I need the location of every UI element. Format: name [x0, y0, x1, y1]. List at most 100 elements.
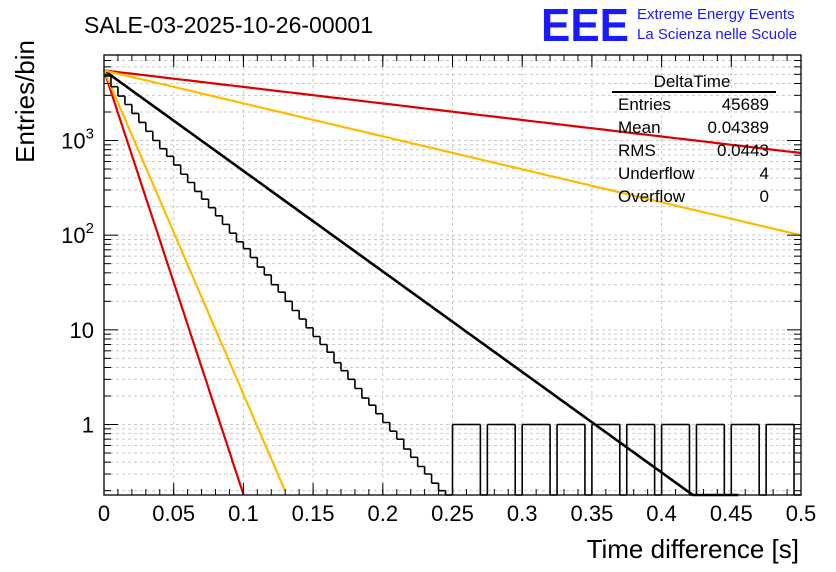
- histogram-bin: [284, 292, 293, 303]
- eee-logo: EEE Extreme Energy Events La Scienza nel…: [541, 0, 797, 51]
- logo-caption-line1: Extreme Energy Events: [637, 6, 795, 23]
- histogram-bin: [591, 423, 599, 495]
- histogram-bin: [653, 424, 662, 496]
- histogram-bin: [361, 388, 369, 399]
- histogram-bin: [556, 423, 565, 495]
- axis-ticks: [103, 54, 802, 495]
- histogram-bin: [437, 483, 446, 492]
- histogram-bin: [423, 466, 432, 475]
- histogram-bin: [486, 423, 495, 495]
- histogram-bin: [451, 423, 460, 495]
- curve-red-long: [103, 69, 802, 155]
- histogram-bin: [354, 379, 362, 390]
- histogram-bin: [221, 215, 230, 226]
- histogram-bin: [521, 423, 530, 495]
- stats-value: 0.04389: [708, 118, 769, 137]
- histogram-bin: [730, 423, 739, 495]
- histogram-bin: [158, 140, 167, 150]
- histogram-bin: [584, 424, 592, 496]
- histogram-bin: [333, 352, 341, 364]
- histogram-bin: [402, 439, 411, 450]
- chart-title: SALE-03-2025-10-26-00001: [84, 12, 373, 38]
- x-tick-label: 0.4: [646, 501, 677, 526]
- fit-curves: [102, 69, 802, 497]
- stats-label: Entries: [618, 95, 671, 114]
- histogram-bin: [110, 76, 118, 88]
- histogram-bin: [298, 310, 307, 320]
- stats-box: DeltaTime Entries 45689 Mean 0.04389 RMS 0.04…: [612, 72, 776, 206]
- histogram-bin: [291, 301, 300, 312]
- histogram-bin: [214, 207, 223, 217]
- histogram-bin: [270, 274, 279, 286]
- histogram-bin: [124, 96, 132, 106]
- histogram-bin: [319, 336, 328, 346]
- x-axis-title: Time difference [s]: [587, 534, 799, 564]
- histogram-bin: [382, 413, 390, 424]
- x-tick-label: 0: [98, 501, 110, 526]
- histogram-bin: [277, 284, 286, 293]
- histogram-bin: [186, 174, 195, 184]
- histogram-bin: [305, 319, 314, 329]
- histogram-bin: [416, 457, 425, 468]
- stats-label: Mean: [618, 118, 661, 137]
- histogram-bin: [375, 405, 383, 415]
- logo-letters: EEE: [541, 0, 629, 51]
- histogram-bin: [695, 423, 704, 495]
- histogram-bin: [618, 424, 627, 496]
- histogram-bin: [625, 423, 634, 495]
- histogram-bin: [326, 344, 335, 354]
- histogram-bin: [765, 423, 774, 495]
- y-axis-title: Entries/bin: [10, 40, 40, 163]
- histogram-bin: [723, 424, 732, 496]
- stats-value: 4: [760, 164, 769, 183]
- histogram-bin: [179, 165, 188, 176]
- x-tick-label: 0.35: [570, 501, 613, 526]
- logo-caption-line2: La Scienza nelle Scuole: [637, 26, 797, 43]
- y-tick-label: 1: [82, 412, 94, 437]
- histogram-bin: [172, 156, 181, 166]
- histogram-bin: [145, 122, 153, 133]
- x-tick-labels: 0 0.05 0.1 0.15 0.2 0.25 0.3 0.35 0.4 0.45 0.5: [98, 501, 816, 526]
- stats-value: 0.0443: [717, 141, 769, 160]
- histogram-bin: [151, 131, 160, 142]
- histogram-bin: [263, 267, 272, 276]
- stats-rows: Entries 45689 Mean 0.04389 RMS 0.0443 Underflo…: [618, 95, 769, 206]
- x-tick-label: 0.45: [710, 501, 753, 526]
- histogram-bin: [256, 257, 265, 268]
- curve-red-short: [102, 70, 245, 495]
- histogram-bin: [793, 424, 801, 496]
- histogram-bin: [117, 86, 125, 97]
- histogram-bin: [688, 424, 697, 496]
- y-tick-label: 102: [61, 220, 94, 248]
- x-tick-label: 0.3: [507, 501, 538, 526]
- histogram-bin: [200, 191, 209, 200]
- y-tick-label: 10: [70, 318, 94, 343]
- y-tick-label: 103: [61, 125, 94, 153]
- histogram-bin: [193, 182, 202, 193]
- curve-orange-long: [103, 69, 802, 237]
- stats-value: 45689: [722, 95, 769, 114]
- histogram-bin: [347, 370, 355, 381]
- histogram-bin: [249, 248, 258, 259]
- x-tick-label: 0.15: [292, 501, 335, 526]
- histogram-bin: [165, 148, 174, 158]
- curve-orange-short: [102, 69, 287, 492]
- stats-label: Overflow: [618, 187, 686, 206]
- histogram-bin: [138, 113, 146, 124]
- histogram-bin: [235, 233, 244, 243]
- x-tick-label: 0.2: [368, 501, 399, 526]
- stats-label: RMS: [618, 141, 656, 160]
- histogram-bin: [242, 241, 251, 250]
- histogram-bin: [409, 449, 418, 459]
- histogram-bin: [340, 362, 348, 372]
- histogram-bin: [131, 104, 139, 115]
- stats-value: 0: [760, 187, 769, 206]
- histogram-bin: [514, 424, 523, 496]
- histogram-bin: [368, 398, 376, 406]
- histogram-bin: [395, 431, 404, 440]
- curve-fit: [103, 69, 739, 497]
- x-tick-label: 0.1: [228, 501, 259, 526]
- stats-label: Underflow: [618, 164, 695, 183]
- histogram-bin: [228, 224, 237, 234]
